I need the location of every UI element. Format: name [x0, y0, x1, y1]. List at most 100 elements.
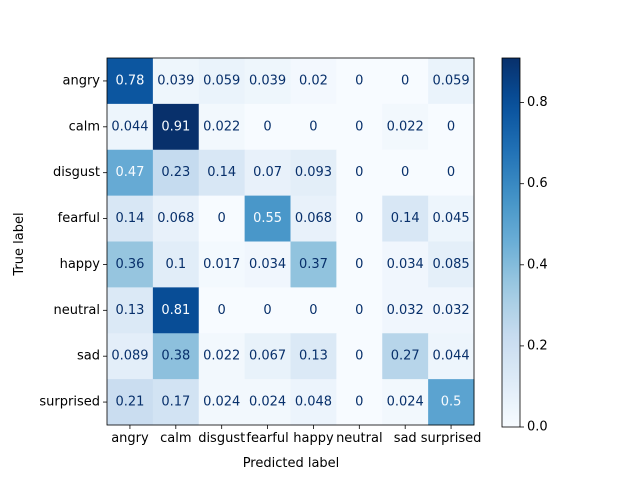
matrix-cell [244, 149, 291, 197]
matrix-cell [336, 149, 383, 197]
matrix-cell [336, 58, 383, 105]
cell-value-label: 0.024 [387, 395, 424, 410]
matrix-cell [198, 195, 246, 242]
y-tick-label: disgust [53, 165, 100, 180]
matrix-cell [107, 333, 154, 380]
y-tick-label: fearful [58, 211, 100, 226]
y-tick-label: angry [63, 73, 101, 88]
cell-value-label: 0 [355, 211, 363, 226]
matrix-cell [152, 379, 200, 426]
matrix-cell [107, 149, 154, 197]
matrix-cell [107, 195, 154, 242]
cell-value-label: 0 [355, 349, 363, 364]
cell-value-label: 0.37 [299, 257, 328, 272]
cell-value-label: 0.068 [157, 211, 194, 226]
matrix-cell [244, 195, 291, 242]
cell-value-label: 0.022 [203, 349, 240, 364]
matrix-cell [382, 241, 429, 288]
cell-value-label: 0 [355, 73, 363, 88]
cell-value-label: 0.07 [253, 165, 282, 180]
matrix-cell [107, 58, 154, 105]
y-axis-ticks: angry calm disgust fearful happy neutral sad su… [39, 73, 107, 410]
matrix-cell [336, 195, 383, 242]
matrix-cell [152, 149, 200, 197]
matrix-cell [152, 241, 200, 288]
colorbar-tick-label: 0.8 [527, 95, 548, 110]
cell-value-label: 0.039 [249, 73, 286, 88]
cell-value-label: 0 [355, 119, 363, 134]
x-tick-label: sad [394, 431, 417, 446]
cell-value-label: 0.048 [295, 395, 332, 410]
matrix-cell [428, 241, 475, 288]
matrix-cell [198, 149, 246, 197]
matrix-cell [244, 103, 291, 151]
cell-value-label: 0.067 [249, 349, 286, 364]
cell-value-label: 0 [355, 395, 363, 410]
cell-value-label: 0 [401, 165, 409, 180]
matrix-cell [198, 103, 246, 151]
cell-value-label: 0.024 [249, 395, 286, 410]
cell-value-label: 0 [218, 303, 226, 318]
colorbar-tick-label: 0.4 [527, 257, 548, 272]
cell-value-label: 0 [355, 165, 363, 180]
cell-value-label: 0.36 [115, 257, 144, 272]
matrix-cell [290, 149, 337, 197]
cell-value-label: 0.81 [161, 303, 190, 318]
cell-value-label: 0.5 [441, 395, 462, 410]
x-axis-ticks: angry calm disgust fearful happy neutral sad su… [111, 425, 481, 446]
cell-value-label: 0.045 [432, 211, 469, 226]
matrix-cell [152, 333, 200, 380]
matrix-cell [244, 287, 291, 334]
matrix-cell [198, 241, 246, 288]
cell-value-label: 0 [218, 211, 226, 226]
matrix-cell [290, 287, 337, 334]
cell-value-label: 0.91 [161, 119, 190, 134]
matrix-cell [382, 195, 429, 242]
cell-value-label: 0.017 [203, 257, 240, 272]
matrix-cell [428, 58, 475, 105]
cell-value-label: 0.17 [161, 395, 190, 410]
matrix-cell [244, 241, 291, 288]
matrix-cell [290, 333, 337, 380]
cell-value-label: 0.02 [299, 73, 328, 88]
matrix-area: 0.78 0.039 0.059 0.039 0.02 0 0 0.059 0.044 0.91 0… [106, 57, 475, 426]
cell-value-label: 0 [263, 303, 271, 318]
cell-value-label: 0.044 [432, 349, 469, 364]
cell-value-label: 0 [447, 165, 455, 180]
y-tick-label: surprised [39, 395, 100, 410]
cell-value-label: 0.068 [295, 211, 332, 226]
cell-value-label: 0 [309, 303, 317, 318]
matrix-cell [107, 241, 154, 288]
matrix-cell [336, 241, 383, 288]
x-tick-label: surprised [421, 431, 482, 446]
cell-value-label: 0.022 [203, 119, 240, 134]
matrix-cell [428, 379, 475, 426]
matrix-cell [244, 379, 291, 426]
y-tick-label: sad [77, 349, 100, 364]
matrix-cell [428, 149, 475, 197]
colorbar-gradient [501, 57, 521, 428]
cell-value-label: 0.044 [111, 119, 148, 134]
cell-value-label: 0.024 [203, 395, 240, 410]
y-axis-title: True label [12, 212, 27, 276]
matrix-cell [382, 149, 429, 197]
cell-value-label: 0.27 [391, 349, 420, 364]
x-tick-label: angry [111, 431, 149, 446]
matrix-cell [336, 333, 383, 380]
matrix-cell [198, 379, 246, 426]
cell-value-label: 0.039 [157, 73, 194, 88]
cell-value-label: 0.78 [115, 73, 144, 88]
x-axis-title: Predicted label [243, 456, 340, 471]
matrix-cell [428, 195, 475, 242]
matrix-cell [152, 103, 200, 151]
matrix-cell [107, 103, 154, 151]
y-tick-label: calm [69, 119, 100, 134]
cell-value-label: 0.55 [253, 211, 282, 226]
cell-value-label: 0.1 [165, 257, 186, 272]
cell-value-label: 0.21 [115, 395, 144, 410]
matrix-cell [290, 103, 337, 151]
cell-value-label: 0.14 [207, 165, 236, 180]
colorbar-tick-label: 0.0 [527, 420, 548, 435]
matrix-cell [428, 103, 475, 151]
